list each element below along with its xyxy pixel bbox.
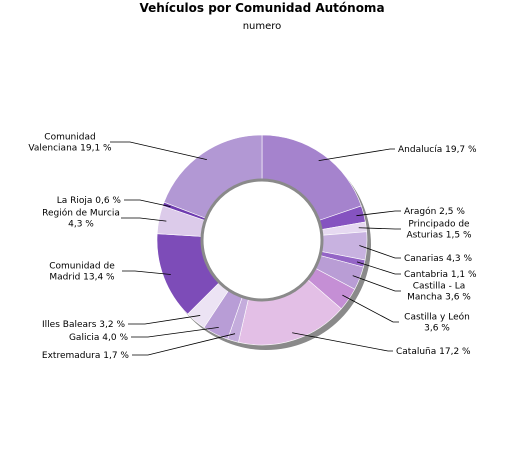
leader-line-9 [131,326,219,338]
chart-subtitle: numero [243,21,282,32]
slice-label-1-line-0: Aragón 2,5 % [404,206,465,217]
slice-label-12-line-0: Región de Murcia [42,208,120,219]
slice-label-11: Comunidad de Madrid 13,4 % [49,262,115,283]
leader-line-1 [356,210,401,217]
leader-line-7 [292,332,393,352]
slice-label-6: Castilla y León 3,6 % [404,312,470,334]
leader-line-0 [318,148,395,162]
slice-label-7: Cataluña 17,2 % [396,347,471,357]
chart-title: Vehículos por Comunidad Autónoma [139,1,384,15]
leader-line-10 [128,315,201,325]
slice-label-1: Aragón 2,5 % [404,206,465,217]
leader-line-5 [352,275,401,292]
leader-line-12 [121,217,167,222]
slice-label-11-line-0: Comunidad de [49,262,115,272]
slice-label-12-line-1: 4,3 % [68,220,94,230]
leader-line-14 [110,141,207,160]
slice-label-4-line-0: Cantabria 1,1 % [404,270,477,280]
slice-label-2-line-0: Principado de [408,220,470,230]
slice-label-0-line-0: Andalucía 19,7 % [398,145,477,155]
slice-label-12: Región de Murcia 4,3 % [42,208,120,230]
slice-label-3-line-0: Canarias 4,3 % [404,254,472,264]
slice-label-5: Castilla - La Mancha 3,6 % [407,282,471,303]
slice-label-14-line-0: Comunidad [44,133,95,143]
leader-line-8 [132,333,236,356]
slice-label-13-line-0: La Rioja 0,6 % [57,196,122,206]
slice-label-5-line-0: Castilla - La [413,282,466,292]
slice-label-14-line-1: Valenciana 19,1 % [28,144,112,154]
slice-label-3: Canarias 4,3 % [404,254,472,264]
leader-line-4 [356,261,401,275]
leader-line-6 [342,294,399,323]
slice-label-14: Comunidad Valenciana 19,1 % [28,133,112,154]
slice-label-5-line-1: Mancha 3,6 % [407,293,471,303]
slice-label-0: Andalucía 19,7 % [398,145,477,155]
slice-label-4: Cantabria 1,1 % [404,270,477,280]
leader-line-3 [359,245,401,259]
slice-label-2-line-1: Asturias 1,5 % [406,231,472,241]
slice-label-2: Principado de Asturias 1,5 % [406,220,472,241]
leader-line-2 [358,227,401,230]
slice-label-8: Extremadura 1,7 % [42,351,130,361]
slice-label-7-line-0: Cataluña 17,2 % [396,347,471,357]
slice-label-13: La Rioja 0,6 % [57,196,122,206]
slice-label-11-line-1: Madrid 13,4 % [49,273,115,283]
donut-hole [200,178,324,302]
leader-line-13 [124,199,171,208]
leader-line-11 [122,270,171,275]
slice-label-9-line-0: Galicia 4,0 % [69,333,128,343]
slice-label-9: Galicia 4,0 % [69,333,128,343]
slice-label-6-line-0: Castilla y León [404,312,470,323]
slice-label-6-line-1: 3,6 % [424,324,450,334]
slice-label-10: Illes Balears 3,2 % [42,320,125,330]
slice-label-8-line-0: Extremadura 1,7 % [42,351,130,361]
slice-label-10-line-0: Illes Balears 3,2 % [42,320,125,330]
